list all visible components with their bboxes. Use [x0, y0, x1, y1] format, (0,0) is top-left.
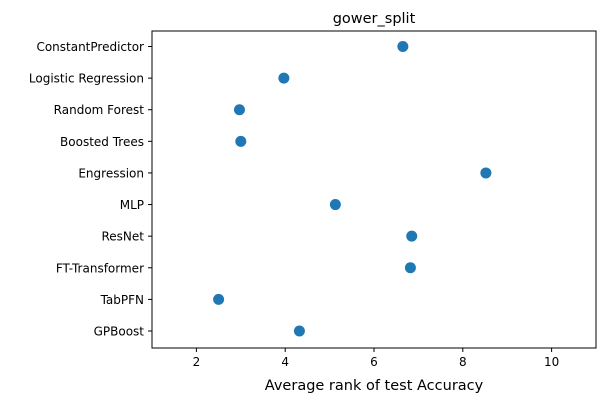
data-point: [293, 325, 305, 337]
data-points: [213, 41, 492, 337]
x-axis-label: Average rank of test Accuracy: [265, 378, 484, 394]
y-tick-label: Logistic Regression: [29, 72, 144, 86]
y-axis: ConstantPredictor Logistic Regression Rand…: [29, 40, 152, 339]
data-point: [480, 167, 492, 179]
x-tick-label: 4: [281, 355, 289, 369]
plot-frame: [151, 30, 597, 349]
x-tick-label: 2: [193, 355, 201, 369]
y-tick-label: ConstantPredictor: [36, 40, 144, 54]
y-tick-label: ResNet: [102, 230, 145, 244]
x-tick-label: 10: [544, 355, 559, 369]
data-point: [404, 262, 416, 274]
data-point: [329, 199, 341, 211]
y-tick-label: TabPFN: [100, 293, 144, 307]
y-tick-label: FT-Transformer: [56, 261, 144, 275]
data-point: [397, 41, 409, 52]
x-tick-label: 6: [370, 355, 378, 369]
y-tick-label: Random Forest: [54, 103, 145, 117]
x-tick-label: 8: [459, 355, 467, 369]
y-tick-label: GPBoost: [94, 325, 145, 339]
data-point: [233, 104, 245, 116]
data-point: [278, 72, 290, 84]
data-point: [213, 293, 225, 305]
data-point: [235, 135, 247, 147]
data-point: [406, 230, 418, 242]
y-tick-label: MLP: [120, 198, 144, 212]
y-tick-label: Boosted Trees: [60, 135, 144, 149]
y-tick-label: Engression: [78, 166, 144, 180]
chart-title: gower_split: [333, 11, 416, 27]
x-axis: 2 4 6 8 10: [193, 348, 559, 369]
